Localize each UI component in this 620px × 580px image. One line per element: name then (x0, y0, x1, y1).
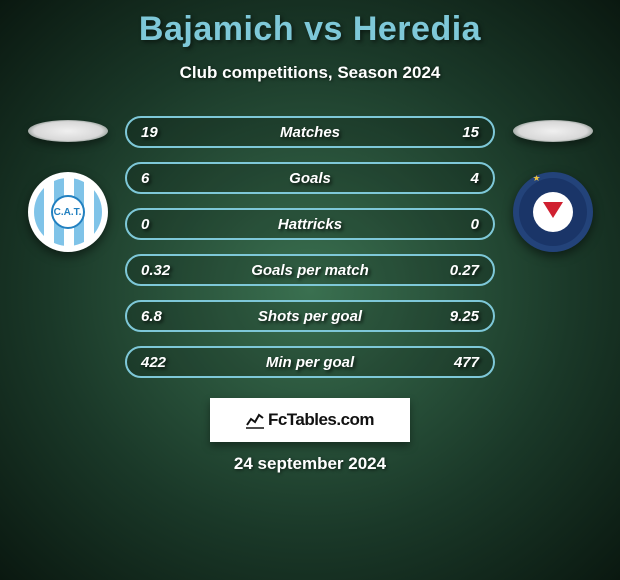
stat-label: Min per goal (266, 354, 354, 371)
chart-icon (246, 411, 264, 429)
stat-left-value: 422 (141, 354, 181, 371)
stat-left-value: 6 (141, 170, 181, 187)
stat-right-value: 15 (439, 124, 479, 141)
stat-label: Goals (289, 170, 331, 187)
player1-name: Bajamich (139, 10, 294, 48)
comparison-card: Bajamich vs Heredia Club competitions, S… (0, 0, 620, 580)
branding-text: FcTables.com (268, 410, 374, 430)
player-silhouette-right (513, 120, 593, 142)
stat-label: Goals per match (251, 262, 369, 279)
player2-name: Heredia (353, 10, 481, 48)
comparison-row: C.A.T. 19 Matches 15 6 Goals 4 0 Hattricks 0 0.32… (0, 110, 620, 378)
stat-left-value: 0.32 (141, 262, 181, 279)
player-silhouette-left (28, 120, 108, 142)
stat-left-value: 6.8 (141, 308, 181, 325)
club-badge-left: C.A.T. (28, 172, 108, 252)
stat-right-value: 0 (439, 216, 479, 233)
badge-inner-right (519, 178, 587, 246)
badge-center-text: C.A.T. (51, 195, 85, 229)
vs-text: vs (304, 10, 343, 48)
right-badge-column: ★ ★ ★ ★ ★ (505, 110, 600, 252)
stat-right-value: 477 (439, 354, 479, 371)
stat-row: 6 Goals 4 (125, 162, 495, 194)
stat-label: Matches (280, 124, 340, 141)
page-title: Bajamich vs Heredia (0, 0, 620, 49)
stat-right-value: 9.25 (439, 308, 479, 325)
date-text: 24 september 2024 (0, 454, 620, 474)
stats-column: 19 Matches 15 6 Goals 4 0 Hattricks 0 0.32 Goals p… (125, 116, 495, 378)
left-badge-column: C.A.T. (20, 110, 115, 252)
stat-left-value: 0 (141, 216, 181, 233)
badge-stripes: C.A.T. (34, 178, 102, 246)
stat-row: 0 Hattricks 0 (125, 208, 495, 240)
stat-row: 6.8 Shots per goal 9.25 (125, 300, 495, 332)
badge-center-right (533, 192, 573, 232)
stat-right-value: 0.27 (439, 262, 479, 279)
stat-row: 19 Matches 15 (125, 116, 495, 148)
stat-label: Hattricks (278, 216, 342, 233)
stat-label: Shots per goal (258, 308, 362, 325)
stat-row: 422 Min per goal 477 (125, 346, 495, 378)
stat-right-value: 4 (439, 170, 479, 187)
stat-row: 0.32 Goals per match 0.27 (125, 254, 495, 286)
pennant-icon (543, 202, 563, 218)
branding-box: FcTables.com (210, 398, 410, 442)
stat-left-value: 19 (141, 124, 181, 141)
club-badge-right: ★ ★ ★ ★ ★ (513, 172, 593, 252)
subtitle: Club competitions, Season 2024 (0, 63, 620, 83)
